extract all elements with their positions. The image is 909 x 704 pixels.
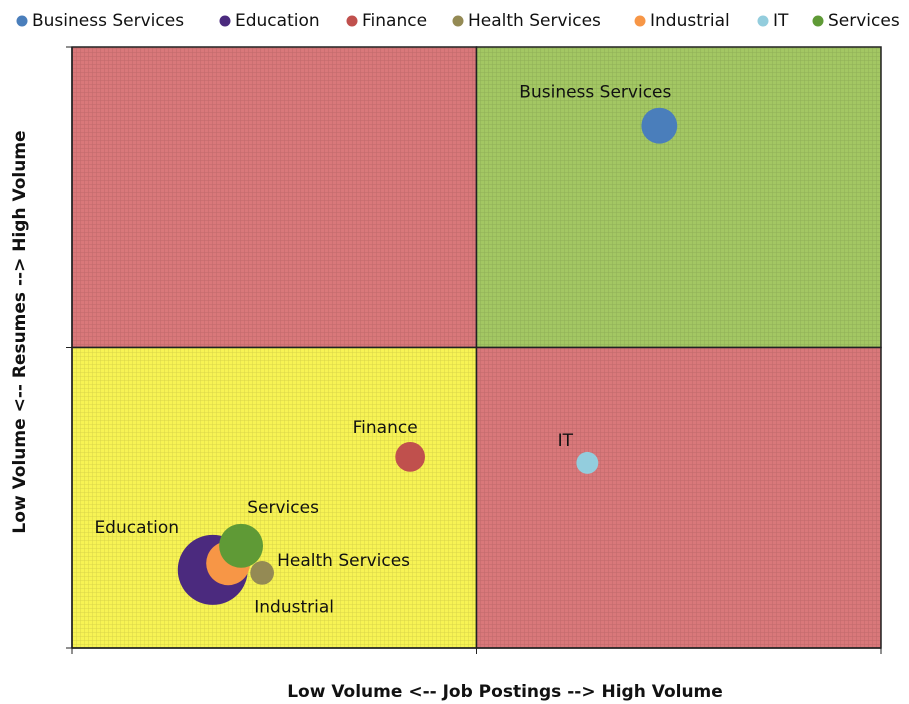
bubble: [219, 523, 264, 568]
quadrant-mesh: [71, 346, 478, 649]
legend-marker: [16, 15, 28, 27]
legend-label: Education: [235, 11, 320, 31]
quadrant-mesh: [71, 46, 478, 349]
bubble: [576, 451, 599, 474]
quadrant-mesh: [475, 346, 882, 649]
quadrant-mesh: [475, 46, 882, 349]
legend-marker: [452, 15, 464, 27]
legend-marker: [346, 15, 358, 27]
bubble-label: Business Services: [519, 83, 671, 103]
bubble-label: IT: [558, 431, 574, 451]
bubble-label: Industrial: [254, 597, 334, 617]
legend-label: Industrial: [650, 11, 730, 31]
legend-marker: [219, 15, 231, 27]
x-axis-label: Low Volume <-- Job Postings --> High Vol…: [287, 682, 723, 702]
bubble-label: Finance: [353, 418, 418, 438]
bubble-label: Services: [247, 498, 319, 518]
bubble: [395, 442, 426, 472]
bubble-label: Education: [94, 518, 179, 538]
legend-label: Business Services: [32, 11, 184, 31]
y-axis-label: Low Volume <-- Resumes --> High Volume: [10, 130, 30, 533]
legend-label: IT: [773, 11, 789, 31]
bubble: [641, 107, 678, 144]
legend-label: Services: [828, 11, 900, 31]
legend-label: Health Services: [468, 11, 601, 31]
legend-marker: [757, 15, 769, 27]
bubble: [250, 561, 274, 585]
legend-marker: [634, 15, 646, 27]
legend-marker: [812, 15, 824, 27]
bubble-label: Health Services: [277, 551, 410, 571]
legend-label: Finance: [362, 11, 427, 31]
